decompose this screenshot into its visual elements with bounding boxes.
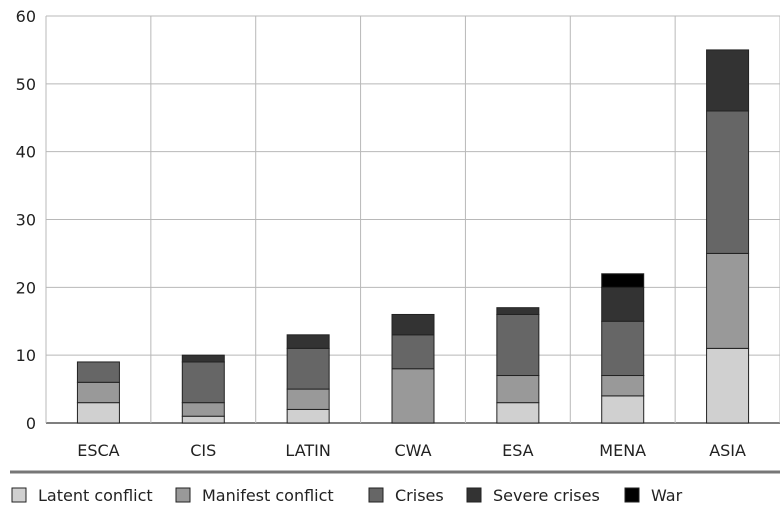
y-tick-label: 40 [16,143,36,162]
bar-segment [286,388,330,410]
legend-label: Latent conflict [38,486,153,505]
x-category-label: ESCA [77,441,119,460]
bar-segment [76,381,120,404]
legend-swatch [466,487,482,503]
bar-segment [601,395,645,424]
legend-swatch [624,487,640,503]
bar-segment [496,375,540,404]
bar-stacks [76,49,750,424]
y-tick-label: 60 [16,7,36,26]
x-axis-category-labels: ESCA CIS LATIN CWA ESA MENA ASIA [77,441,746,460]
x-category-label: ASIA [709,441,746,460]
legend-label: Severe crises [493,486,600,505]
bar-segment [601,375,645,397]
legend-label: Manifest conflict [202,486,334,505]
legend-label: War [651,486,683,505]
bar-segment [601,320,645,377]
x-category-label: LATIN [285,441,330,460]
chart-grid [45,15,780,424]
bar-segment [391,313,435,336]
y-tick-label: 10 [16,346,36,365]
y-axis-tick-labels: 0 10 20 30 40 50 60 [16,7,36,433]
bar-segment [181,415,225,424]
y-tick-label: 20 [16,278,36,297]
x-category-label: MENA [599,441,646,460]
bar-segment [496,402,540,424]
legend-swatch [175,487,191,503]
bar-segment [706,49,750,112]
bar-segment [76,402,120,424]
legend-swatch [11,487,27,503]
bar-segment [601,286,645,322]
bar-segment [181,361,225,404]
bar-segment [286,347,330,390]
bar-segment [391,334,435,370]
legend-swatch [368,487,384,503]
bar-segment [286,408,330,424]
bar-segment [181,402,225,417]
y-tick-label: 50 [16,75,36,94]
bar-segment [706,252,750,349]
bar-segment [76,361,120,383]
bar-segment [391,368,435,424]
x-category-label: CIS [190,441,216,460]
bar-segment [496,307,540,315]
x-category-label: ESA [502,441,534,460]
bar-segment [286,334,330,349]
bar-segment [706,110,750,254]
y-tick-label: 0 [26,414,36,433]
y-tick-label: 30 [16,211,36,230]
legend-label: Crises [395,486,444,505]
legend: Latent conflict Manifest conflict Crises Se… [11,486,683,505]
bar-segment [181,354,225,363]
x-category-label: CWA [394,441,431,460]
bar-segment [496,313,540,377]
bar-segment [601,273,645,288]
bar-segment [706,347,750,424]
